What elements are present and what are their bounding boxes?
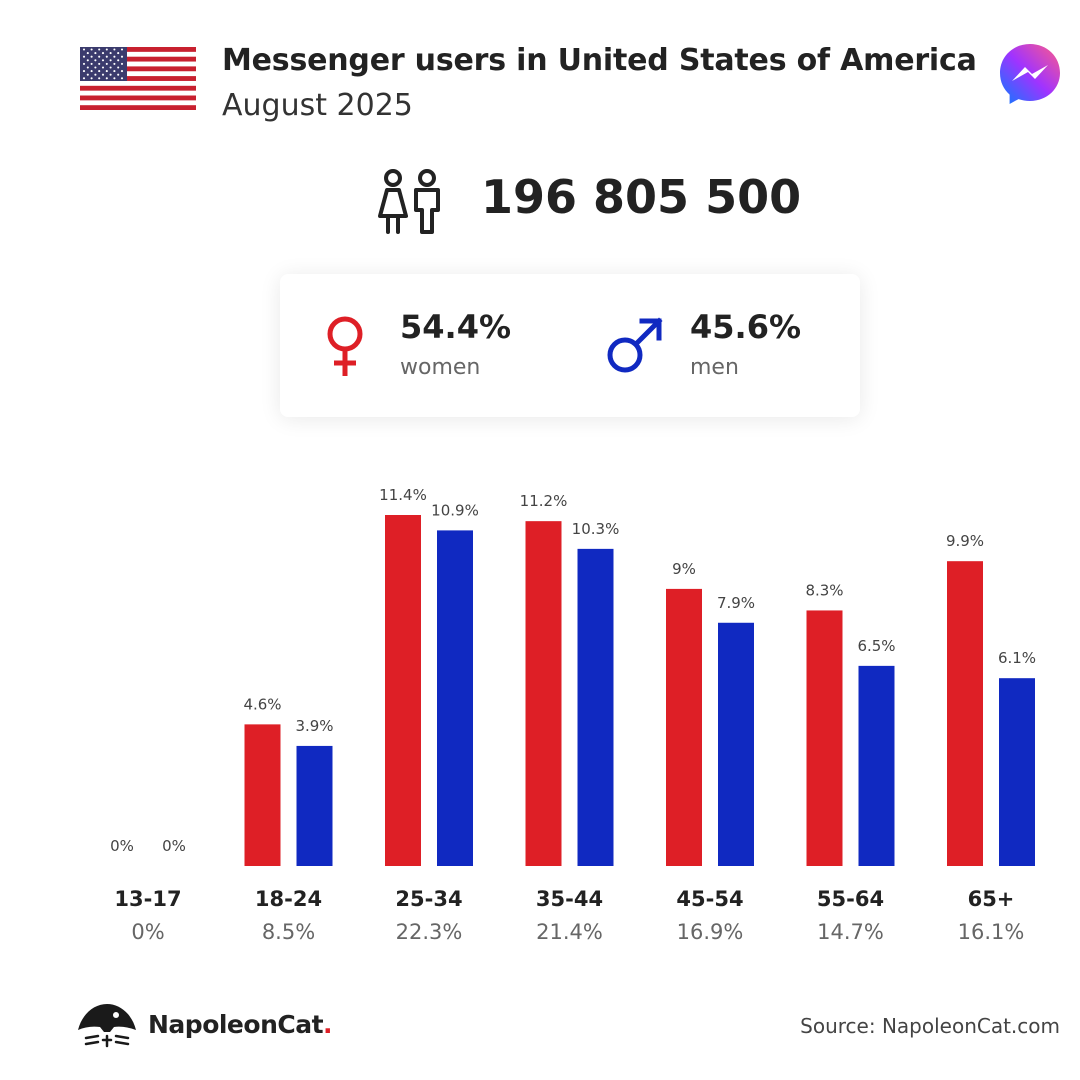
men-bar-45-54 [718,622,754,866]
age-group-total: 0% [131,920,164,944]
women-value-label: 11.4% [379,486,427,504]
age-group-total: 22.3% [396,920,463,944]
age-group-total: 16.1% [958,920,1025,944]
men-value-label: 10.3% [572,520,620,538]
women-bar-45-54 [666,588,702,866]
people-icon [378,169,440,234]
women-label: women [400,355,481,380]
women-bar-55-64 [806,610,843,866]
source-text: Source: NapoleonCat.com [800,1014,1060,1038]
male-symbol-icon [607,317,663,373]
men-bar-35-44 [577,548,614,866]
women-bar-18-24 [244,724,281,866]
age-group-label: 55-64 [817,887,884,911]
women-bar-65+ [947,561,983,866]
page-subtitle: August 2025 [222,88,413,123]
men-value-label: 0% [162,837,186,855]
age-group-total: 21.4% [536,920,603,944]
us-flag-icon [80,47,196,110]
page-title: Messenger users in United States of Amer… [222,43,977,78]
age-group-total: 14.7% [817,920,884,944]
women-percent: 54.4% [400,308,512,346]
total-users: 196 805 500 [481,170,802,224]
women-value-label: 8.3% [805,581,843,599]
age-group-label: 18-24 [255,887,322,911]
men-percent: 45.6% [690,308,802,346]
age-group-label: 65+ [968,887,1015,911]
female-symbol-icon [327,316,363,376]
men-label: men [690,355,739,380]
men-bar-25-34 [437,530,473,866]
age-group-total: 16.9% [677,920,744,944]
napoleoncat-logo-icon [78,1004,136,1048]
age-group-label: 13-17 [114,887,181,911]
brand-name: NapoleonCat. [148,1010,333,1039]
age-group-label: 25-34 [395,887,462,911]
women-value-label: 0% [110,837,134,855]
age-gender-bar-chart: 0% 0% 13-17 0% 4.6% 3.9% 18-24 8.5% 11.4%10.9% 25… [110,486,1036,944]
men-bar-18-24 [296,745,333,866]
age-group-label: 45-54 [676,887,743,911]
women-value-label: 9.9% [946,532,984,550]
women-value-label: 9% [672,560,696,578]
women-bar-25-34 [385,515,421,866]
age-group-label: 35-44 [536,887,603,911]
women-value-label: 4.6% [243,695,281,713]
women-bar-35-44 [525,521,562,866]
gender-split-card: 54.4% women 45.6% men [280,274,860,417]
messenger-logo-icon [1000,44,1060,104]
men-value-label: 7.9% [717,594,755,612]
men-value-label: 3.9% [295,717,333,735]
men-bar-65+ [999,678,1035,866]
women-value-label: 11.2% [520,492,568,510]
age-group-total: 8.5% [262,920,315,944]
men-value-label: 6.1% [998,649,1036,667]
men-bar-55-64 [858,665,895,866]
men-value-label: 10.9% [431,501,479,519]
men-value-label: 6.5% [857,637,895,655]
